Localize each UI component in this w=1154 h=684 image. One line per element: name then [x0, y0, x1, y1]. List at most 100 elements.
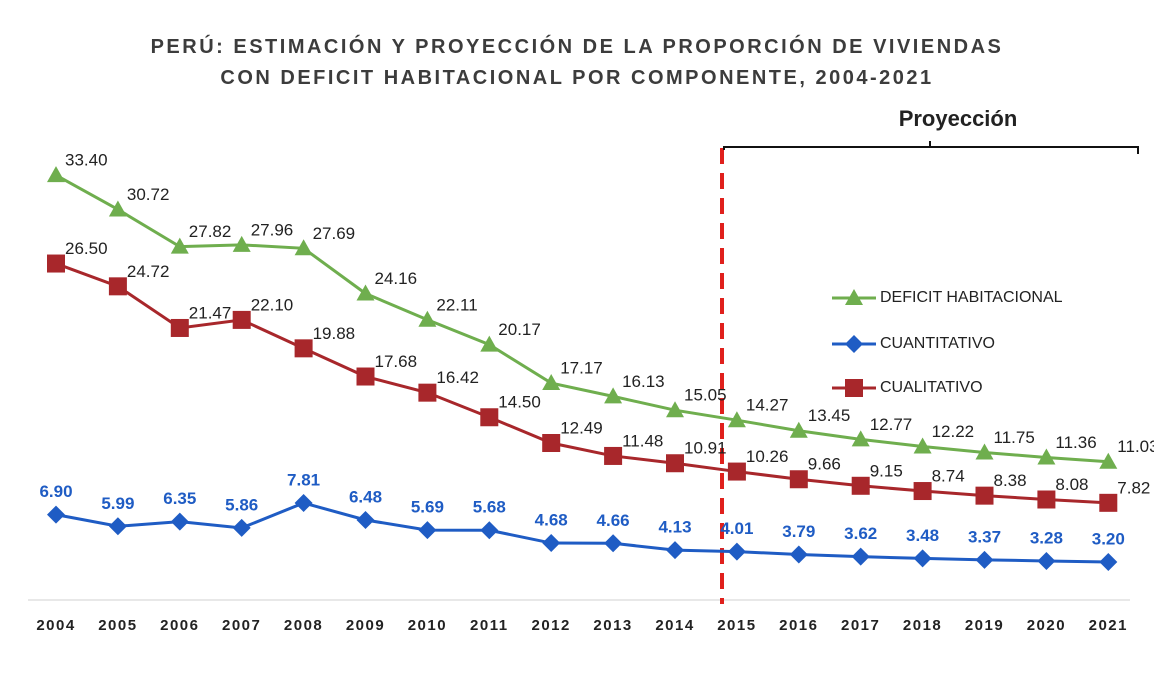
x-tick-label: 2015 [717, 617, 756, 634]
marker [666, 454, 684, 473]
data-label: 4.13 [658, 518, 691, 537]
x-tick-label: 2009 [346, 617, 385, 634]
data-label: 11.36 [1055, 433, 1096, 452]
marker [47, 254, 65, 273]
data-label: 16.42 [436, 368, 479, 387]
x-tick-label: 2014 [655, 617, 694, 634]
marker [232, 310, 251, 329]
data-label: 33.40 [65, 151, 108, 170]
data-label: 27.82 [189, 222, 232, 241]
marker [47, 505, 65, 524]
marker [294, 493, 313, 512]
marker [480, 335, 499, 352]
marker [666, 401, 684, 418]
data-label: 6.35 [163, 489, 196, 508]
projection-bracket [723, 141, 1139, 154]
marker [845, 335, 863, 353]
data-label: 8.08 [1055, 475, 1088, 494]
marker [232, 518, 251, 537]
marker [356, 284, 375, 301]
x-tick-label: 2004 [36, 617, 75, 634]
x-tick-label: 2007 [222, 617, 261, 634]
marker [1037, 551, 1056, 570]
x-tick-label: 2006 [160, 617, 199, 634]
marker [480, 521, 499, 540]
data-label: 14.27 [746, 396, 789, 415]
marker [542, 434, 561, 453]
x-tick-label: 2005 [98, 617, 137, 634]
data-label: 9.15 [870, 461, 903, 480]
marker [666, 541, 684, 560]
marker [975, 486, 994, 505]
marker [975, 443, 994, 460]
data-label: 16.13 [622, 372, 665, 391]
data-label: 24.72 [127, 262, 170, 281]
marker [789, 545, 808, 564]
data-label: 9.66 [808, 455, 841, 474]
data-label: 6.48 [349, 487, 382, 506]
marker [789, 470, 808, 489]
data-label: 11.03 [1117, 437, 1154, 456]
data-label: 22.10 [251, 295, 294, 314]
data-label: 6.90 [39, 482, 72, 501]
data-label: 12.77 [870, 415, 913, 434]
marker [356, 367, 375, 386]
marker [1099, 452, 1118, 469]
data-label: 24.16 [375, 269, 418, 288]
data-label: 17.17 [560, 359, 603, 378]
marker [418, 310, 437, 327]
data-label: 17.68 [375, 352, 418, 371]
data-label: 20.17 [498, 320, 541, 339]
data-label: 5.68 [473, 498, 506, 517]
x-tick-label: 2013 [593, 617, 632, 634]
marker [727, 411, 746, 428]
marker [1099, 553, 1118, 572]
data-label: 3.79 [782, 522, 815, 541]
marker [789, 421, 808, 438]
x-tick-label: 2011 [470, 617, 509, 634]
data-label: 11.75 [994, 428, 1035, 447]
data-label: 7.81 [287, 470, 320, 489]
legend-label: CUALITATIVO [880, 379, 983, 396]
marker [604, 446, 623, 465]
marker [294, 339, 313, 358]
data-label: 8.74 [932, 467, 965, 486]
data-label: 4.01 [720, 519, 753, 538]
data-label: 21.47 [189, 303, 232, 322]
marker [108, 200, 127, 217]
data-label: 19.88 [313, 324, 356, 343]
marker [170, 512, 189, 531]
x-tick-label: 2019 [965, 617, 1004, 634]
x-tick-label: 2012 [532, 617, 571, 634]
data-label: 3.28 [1030, 528, 1063, 547]
marker [418, 383, 437, 402]
marker [232, 235, 251, 252]
data-label: 3.48 [906, 526, 939, 545]
x-tick-label: 2010 [408, 617, 447, 634]
data-label: 4.68 [535, 511, 568, 530]
marker [170, 318, 189, 337]
marker [727, 462, 746, 481]
data-label: 12.49 [560, 418, 603, 437]
marker [845, 379, 863, 397]
data-label: 5.69 [411, 498, 444, 517]
marker [542, 534, 561, 553]
data-label: 10.26 [746, 447, 789, 466]
marker [851, 547, 870, 566]
series-line [55, 262, 1109, 505]
data-label: 22.11 [436, 295, 477, 314]
series-line [55, 501, 1109, 564]
marker [1037, 448, 1056, 465]
data-label: 30.72 [127, 185, 170, 204]
x-tick-label: 2018 [903, 617, 942, 634]
x-tick-label: 2021 [1089, 617, 1128, 634]
marker [975, 550, 994, 569]
data-label: 5.86 [225, 495, 258, 514]
x-tick-label: 2017 [841, 617, 880, 634]
series-line [55, 173, 1109, 464]
data-label: 3.37 [968, 527, 1001, 546]
chart-title: PERÚ: ESTIMACIÓN Y PROYECCIÓN DE LA PROP… [150, 36, 1004, 89]
marker [845, 289, 863, 305]
